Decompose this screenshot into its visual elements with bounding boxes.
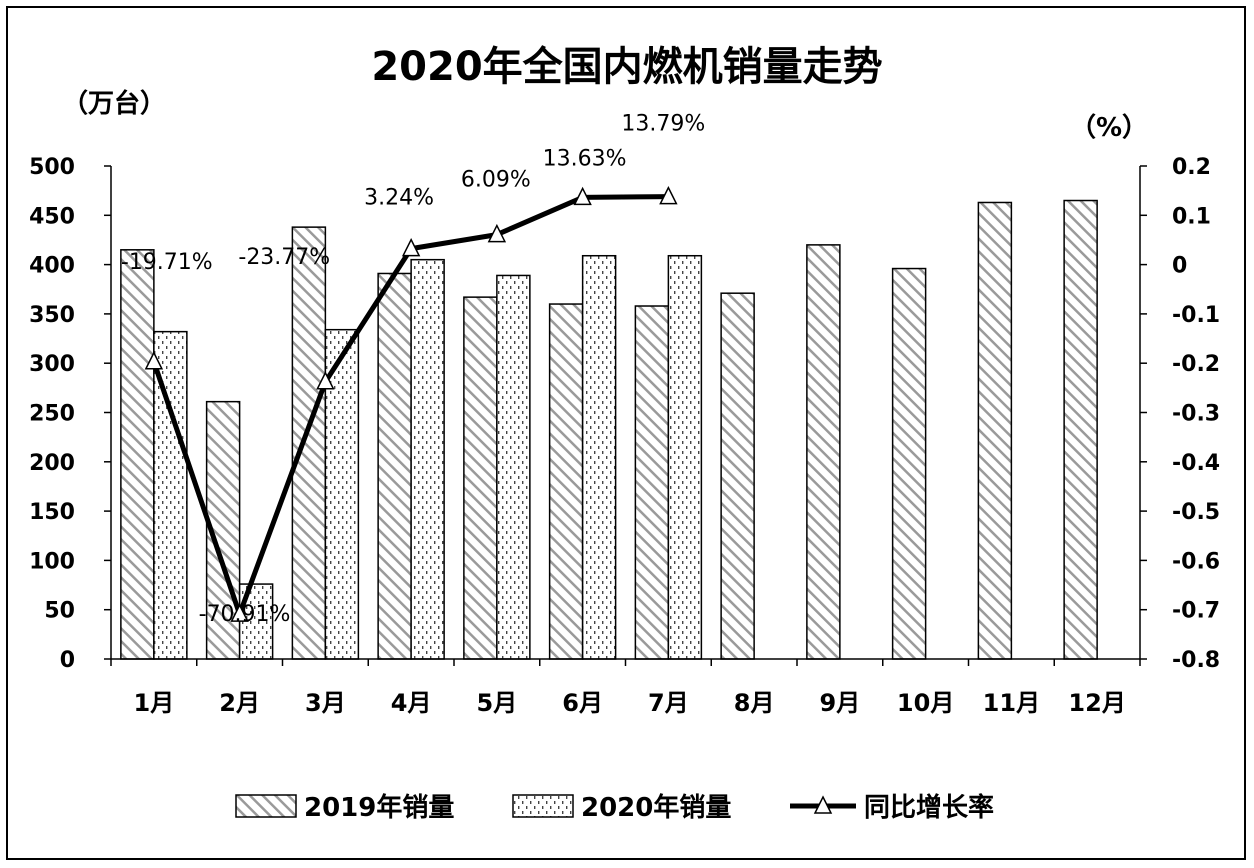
growth-marker-4	[401, 237, 421, 257]
legend-swatch-2020	[512, 794, 574, 818]
category-label-12: 12月	[1068, 689, 1125, 717]
category-label-9: 9月	[820, 689, 861, 717]
growth-label-4: 3.24%	[364, 186, 434, 211]
right-tick-label: -0.2	[1172, 352, 1220, 377]
right-tick-label: 0.2	[1172, 155, 1211, 180]
legend-marker-growth	[813, 795, 833, 814]
left-tick-label: 450	[29, 204, 75, 229]
bar-2019-9	[806, 244, 841, 660]
legend: 2019年销量 2020年销量 同比增长率	[235, 792, 994, 823]
category-label-8: 8月	[734, 689, 775, 717]
legend-label-growth: 同比增长率	[864, 792, 994, 823]
left-tick-label: 350	[29, 303, 75, 328]
growth-marker-7	[659, 185, 678, 205]
right-tick-label: 0.1	[1172, 204, 1211, 229]
left-tick-label: 500	[29, 155, 75, 180]
bar-2019-11	[977, 201, 1013, 660]
bar-2020-5	[496, 274, 531, 660]
category-label-5: 5月	[477, 689, 518, 717]
growth-label-2: -70.91%	[199, 602, 291, 627]
growth-marker-3	[316, 371, 335, 390]
category-label-2: 2月	[219, 689, 260, 717]
left-tick-label: 200	[29, 451, 75, 476]
right-tick-label: 0	[1172, 254, 1187, 279]
category-labels: 1月 2月 3月 4月 5月 6月 7月 8月 9月 10月 11月 12月	[134, 689, 1126, 717]
right-axis-unit: （%）	[1070, 113, 1148, 143]
bar-2019-3	[291, 226, 327, 660]
left-tick-label: 250	[29, 402, 75, 427]
right-tick-label: -0.6	[1172, 549, 1220, 574]
growth-label-7: 13.79%	[621, 112, 705, 137]
category-label-7: 7月	[648, 689, 689, 717]
bar-2019-8	[720, 292, 755, 660]
right-tick-label: -0.7	[1172, 599, 1220, 624]
bar-2020-4	[410, 258, 445, 660]
growth-line-group	[144, 185, 678, 622]
category-label-10: 10月	[897, 689, 954, 717]
bar-2020-3	[324, 328, 360, 660]
left-tick-label: 400	[29, 254, 75, 279]
growth-marker-2	[230, 603, 249, 622]
bar-2019-4	[377, 272, 412, 660]
category-label-4: 4月	[391, 689, 432, 717]
left-tick-label: 300	[29, 352, 75, 377]
legend-label-2019: 2019年销量	[304, 792, 454, 823]
category-label-1: 1月	[134, 689, 175, 717]
left-axis-ticks: 0 50 100 150 200 250 300 350 400 450 500	[29, 155, 111, 673]
category-label-3: 3月	[305, 689, 346, 717]
bar-2019-6	[548, 303, 584, 660]
bar-2020-7	[667, 254, 703, 660]
growth-label-5: 6.09%	[461, 168, 531, 193]
category-label-11: 11月	[983, 689, 1040, 717]
right-tick-label: -0.8	[1172, 648, 1220, 673]
axes-group	[110, 166, 1141, 666]
legend-label-2020: 2020年销量	[581, 792, 731, 823]
growth-label-1: -19.71%	[121, 250, 213, 275]
left-axis-unit: （万台）	[62, 88, 166, 119]
left-tick-label: 100	[29, 549, 75, 574]
right-tick-label: -0.4	[1172, 451, 1220, 476]
left-tick-label: 50	[44, 599, 75, 624]
legend-swatch-2019	[235, 794, 297, 818]
bar-2020-6	[581, 254, 617, 660]
growth-marker-6	[573, 186, 592, 206]
right-tick-label: -0.5	[1172, 500, 1220, 525]
growth-marker-5	[487, 223, 507, 243]
growth-marker-1	[144, 351, 164, 370]
growth-label-3: -23.77%	[238, 245, 330, 270]
category-label-6: 6月	[562, 689, 603, 717]
left-tick-label: 150	[29, 500, 75, 525]
chart-title: 2020年全国内燃机销量走势	[371, 44, 882, 90]
right-tick-label: -0.1	[1172, 303, 1220, 328]
right-tick-label: -0.3	[1172, 402, 1220, 427]
left-tick-label: 0	[60, 648, 75, 673]
bar-2019-5	[463, 296, 498, 660]
bar-2019-1	[120, 249, 155, 660]
bar-2019-7	[634, 305, 670, 660]
right-axis-ticks: -0.8 -0.7 -0.6 -0.5 -0.4 -0.3 -0.2 -0.1 0 0.1 0.2	[1140, 155, 1220, 673]
growth-labels-group: -19.71% -70.91% -23.77% 3.24% 6.09% 13.63% 13.…	[121, 112, 705, 628]
bar-2019-10	[891, 267, 927, 660]
bar-2019-12	[1063, 199, 1098, 660]
growth-label-6: 13.63%	[543, 146, 627, 171]
